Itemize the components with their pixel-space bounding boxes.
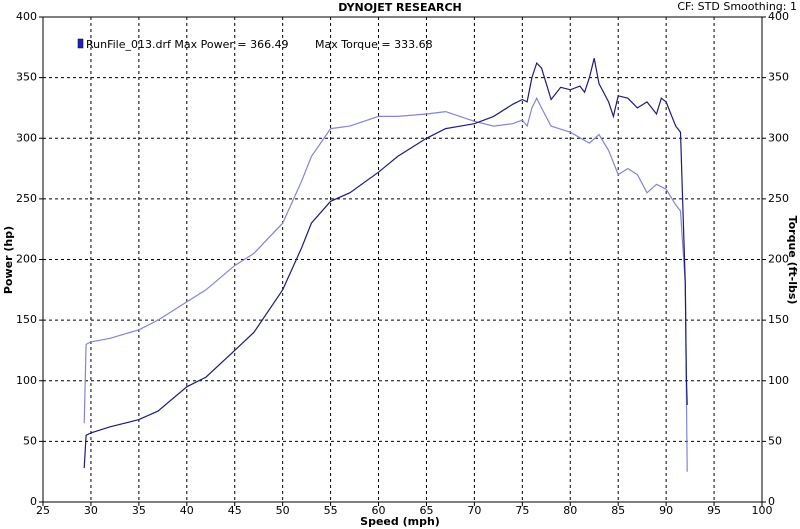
- x-tick-label: 70: [467, 504, 481, 517]
- x-tick-label: 100: [752, 504, 773, 517]
- plot-border: [42, 16, 763, 503]
- legend-swatch: [77, 38, 84, 49]
- y2-tick-label: 100: [768, 374, 789, 387]
- x-tick-label: 55: [324, 504, 338, 517]
- x-tick-label: 45: [228, 504, 242, 517]
- y-tick-label: 50: [23, 434, 37, 447]
- x-tick-label: 80: [563, 504, 577, 517]
- settings-label: CF: STD Smoothing: 1: [677, 0, 797, 13]
- y2-tick-label: 200: [768, 253, 789, 266]
- y-tick-label: 100: [16, 374, 37, 387]
- x-tick-label: 40: [180, 504, 194, 517]
- x-axis-label: Speed (mph): [360, 515, 440, 528]
- x-tick-label: 60: [372, 504, 386, 517]
- y2-tick-label: 50: [768, 434, 782, 447]
- x-tick-label: 30: [84, 504, 98, 517]
- x-tick-label: 50: [276, 504, 290, 517]
- y-tick-label: 300: [16, 131, 37, 144]
- y2-axis-label: Torque (ft-lbs): [786, 216, 799, 305]
- x-tick-label: 95: [707, 504, 721, 517]
- y-tick-label: 250: [16, 192, 37, 205]
- y-tick-label: 350: [16, 71, 37, 84]
- series-line: [83, 58, 688, 469]
- y-tick-label: 150: [16, 313, 37, 326]
- y2-tick-label: 400: [768, 10, 789, 23]
- x-tick-label: 90: [659, 504, 673, 517]
- y2-tick-label: 150: [768, 313, 789, 326]
- y2-tick-label: 250: [768, 192, 789, 205]
- chart-title: DYNOJET RESEARCH: [338, 1, 461, 14]
- y2-tick-label: 350: [768, 71, 789, 84]
- y-axis-label: Power (hp): [2, 226, 15, 294]
- y-tick-label: 0: [30, 495, 37, 508]
- x-tick-label: 75: [515, 504, 529, 517]
- legend-entry: Max Torque = 333.68: [315, 38, 433, 51]
- legend-entry: RunFile_013.drf Max Power = 366.49: [86, 38, 289, 51]
- x-tick-label: 65: [419, 504, 433, 517]
- y-tick-label: 200: [16, 253, 37, 266]
- x-tick-label: 25: [36, 504, 50, 517]
- y-tick-label: 400: [16, 10, 37, 23]
- x-tick-label: 85: [611, 504, 625, 517]
- y2-tick-label: 300: [768, 131, 789, 144]
- series-line: [83, 96, 688, 472]
- y2-tick-label: 0: [768, 495, 775, 508]
- x-tick-label: 35: [132, 504, 146, 517]
